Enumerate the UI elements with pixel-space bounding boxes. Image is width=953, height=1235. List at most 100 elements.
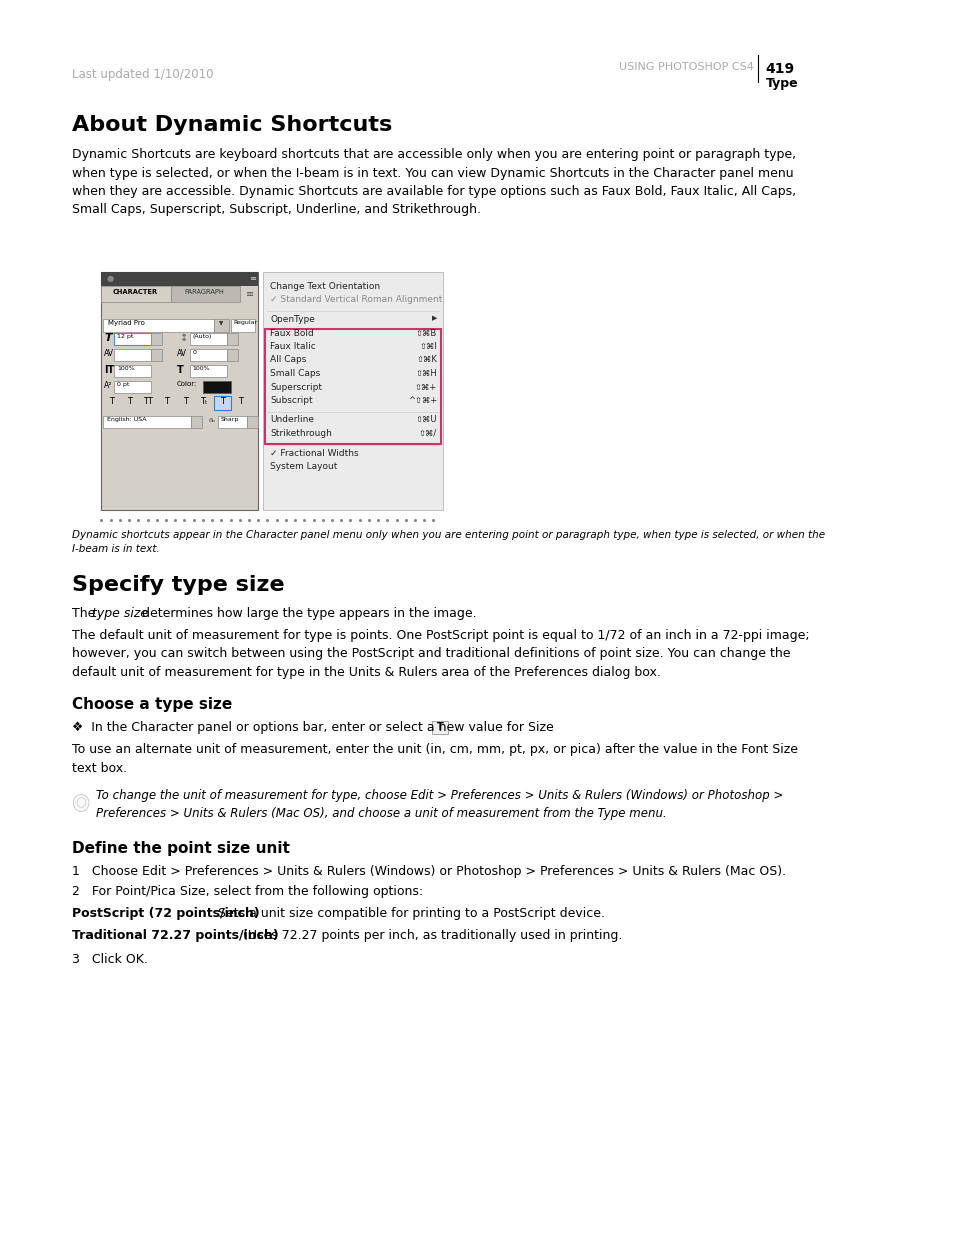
Text: IT: IT (104, 366, 114, 375)
Text: Sharp: Sharp (220, 417, 238, 422)
Text: 3   Click OK.: 3 Click OK. (71, 953, 148, 966)
Bar (152, 350, 162, 361)
Text: Faux Italic: Faux Italic (270, 342, 315, 351)
Text: Color:: Color: (177, 382, 197, 387)
Text: (Auto): (Auto) (193, 333, 212, 338)
Text: T: T (436, 722, 443, 732)
Text: System Layout: System Layout (270, 462, 337, 471)
Text: A²: A² (104, 382, 112, 390)
Text: 2   For Point/Pica Size, select from the following options:: 2 For Point/Pica Size, select from the f… (71, 885, 422, 898)
Text: ⇧⌘K: ⇧⌘K (416, 356, 436, 364)
Text: 100%: 100% (193, 366, 211, 370)
Bar (190, 333, 227, 345)
Text: T: T (177, 366, 184, 375)
Text: ⇧⌘H: ⇧⌘H (415, 369, 436, 378)
Text: Define the point size unit: Define the point size unit (71, 841, 290, 856)
Text: (Uses 72.27 points per inch, as traditionally used in printing.: (Uses 72.27 points per inch, as traditio… (234, 929, 622, 942)
Bar (231, 319, 255, 332)
Text: T: T (104, 333, 112, 343)
Text: ✓ Fractional Widths: ✓ Fractional Widths (270, 448, 358, 457)
Text: Superscript: Superscript (270, 383, 322, 391)
Text: T: T (164, 396, 170, 406)
Text: 1   Choose Edit > Preferences > Units & Rulers (Windows) or Photoshop > Preferen: 1 Choose Edit > Preferences > Units & Ru… (71, 864, 785, 878)
Text: Dynamic shortcuts appear in the Character panel menu only when you are entering : Dynamic shortcuts appear in the Characte… (71, 530, 824, 555)
Text: T: T (219, 396, 225, 406)
Text: OpenType: OpenType (270, 315, 314, 324)
Bar (101, 272, 258, 287)
Text: ⇧⌘I: ⇧⌘I (418, 342, 436, 351)
Text: 12 pt: 12 pt (117, 333, 133, 338)
Bar (227, 350, 237, 361)
Text: PostScript (72 points/inch): PostScript (72 points/inch) (71, 906, 259, 920)
Text: T: T (109, 396, 114, 406)
Text: Myriad Pro: Myriad Pro (108, 320, 145, 326)
Text: 0: 0 (193, 350, 196, 354)
Text: TT: TT (143, 396, 153, 406)
Text: Traditional 72.27 points/inch): Traditional 72.27 points/inch) (71, 929, 278, 942)
Text: The default unit of measurement for type is points. One PostScript point is equa: The default unit of measurement for type… (71, 629, 809, 679)
Text: determines how large the type appears in the image.: determines how large the type appears in… (138, 606, 476, 620)
Text: Subscript: Subscript (270, 396, 313, 405)
Text: Faux Bold: Faux Bold (270, 329, 314, 337)
Text: ❖  In the Character panel or options bar, enter or select a new value for Size: ❖ In the Character panel or options bar,… (71, 721, 553, 734)
Text: ≡: ≡ (249, 274, 255, 283)
Text: Tₜ: Tₜ (200, 396, 208, 406)
Text: T: T (238, 396, 243, 406)
Text: T: T (183, 396, 188, 406)
Text: Change Text Orientation: Change Text Orientation (270, 282, 380, 291)
Bar (190, 366, 227, 377)
Text: ▼: ▼ (219, 321, 223, 326)
Text: All Caps: All Caps (270, 356, 306, 364)
Text: Dynamic Shortcuts are keyboard shortcuts that are accessible only when you are e: Dynamic Shortcuts are keyboard shortcuts… (71, 148, 795, 216)
Text: ^⇧⌘+: ^⇧⌘+ (408, 396, 436, 405)
Text: ⇧⌘+: ⇧⌘+ (415, 383, 436, 391)
Text: Choose a type size: Choose a type size (71, 697, 232, 713)
Bar (103, 319, 213, 332)
Text: ⇧⌘B: ⇧⌘B (416, 329, 436, 337)
Bar (247, 416, 258, 429)
Text: type size: type size (92, 606, 148, 620)
Bar (101, 287, 171, 303)
Text: Type: Type (764, 77, 798, 90)
Text: PARAGRAPH: PARAGRAPH (185, 289, 224, 295)
Bar (101, 272, 258, 510)
Circle shape (73, 794, 89, 811)
Bar (171, 287, 239, 303)
Text: The: The (71, 606, 99, 620)
Text: AV: AV (104, 350, 114, 358)
Bar (191, 416, 202, 429)
Text: Sets a unit size compatible for printing to a PostScript device.: Sets a unit size compatible for printing… (210, 906, 604, 920)
Text: aₐ: aₐ (208, 417, 215, 424)
Bar (227, 333, 237, 345)
Bar (203, 382, 231, 393)
Bar (217, 416, 247, 429)
Bar (213, 319, 229, 332)
Text: ○: ○ (75, 797, 87, 809)
Text: USING PHOTOSHOP CS4: USING PHOTOSHOP CS4 (618, 62, 754, 72)
Text: About Dynamic Shortcuts: About Dynamic Shortcuts (71, 115, 392, 135)
Text: ⇧⌘/: ⇧⌘/ (418, 429, 436, 438)
Bar (264, 329, 440, 443)
Text: CHARACTER: CHARACTER (112, 289, 158, 295)
Text: .: . (450, 721, 454, 734)
Text: AV: AV (177, 350, 187, 358)
Text: ↕: ↕ (179, 333, 188, 343)
Text: To use an alternate unit of measurement, enter the unit (in, cm, mm, pt, px, or : To use an alternate unit of measurement,… (71, 743, 797, 774)
Text: Small Caps: Small Caps (270, 369, 320, 378)
Text: 0 pt: 0 pt (117, 382, 130, 387)
Bar (190, 350, 227, 361)
Bar (114, 350, 152, 361)
Text: ✓ Standard Vertical Roman Alignment: ✓ Standard Vertical Roman Alignment (270, 295, 442, 305)
Bar (431, 721, 448, 734)
Text: Regular: Regular (233, 320, 257, 325)
Text: English: USA: English: USA (107, 417, 147, 422)
Bar (114, 333, 152, 345)
Text: Specify type size: Specify type size (71, 576, 284, 595)
Text: Strikethrough: Strikethrough (270, 429, 332, 438)
Bar (114, 382, 152, 393)
Text: To change the unit of measurement for type, choose Edit > Preferences > Units & : To change the unit of measurement for ty… (96, 789, 782, 820)
Text: 419: 419 (764, 62, 794, 77)
Bar (213, 396, 231, 410)
Text: ⇧⌘U: ⇧⌘U (416, 415, 436, 425)
Text: ●: ● (106, 274, 113, 283)
